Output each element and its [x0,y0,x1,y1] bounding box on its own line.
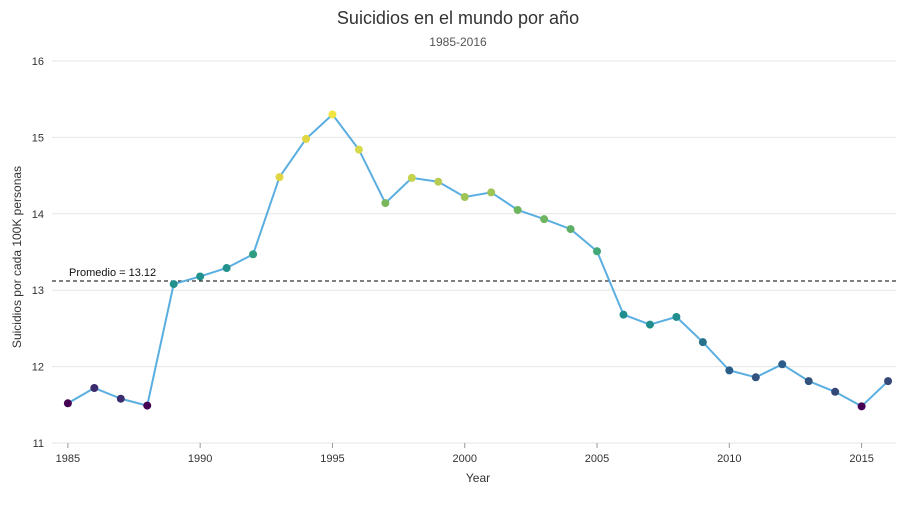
data-point[interactable] [275,173,284,182]
data-point[interactable] [513,205,522,214]
x-tick-label: 2015 [849,453,873,465]
chart-title: Suicidios en el mundo por año [337,8,579,28]
data-point[interactable] [884,377,893,386]
data-point[interactable] [593,247,602,256]
data-point[interactable] [804,377,813,386]
data-point[interactable] [831,387,840,396]
grid [52,60,896,444]
data-point[interactable] [354,145,363,154]
x-axis-ticks: 1985 1990 1995 2000 2005 2010 2015 [56,443,874,465]
x-tick-label: 1990 [188,453,212,465]
data-point[interactable] [566,225,575,234]
x-tick-label: 2010 [717,453,741,465]
y-tick-label: 14 [32,209,44,221]
average-label: Promedio = 13.12 [69,267,156,279]
data-point[interactable] [63,399,72,408]
data-point[interactable] [90,383,99,392]
y-tick-label: 11 [33,438,44,450]
data-point[interactable] [381,199,390,208]
data-point[interactable] [645,320,654,329]
y-tick-label: 16 [32,56,44,68]
data-point[interactable] [407,173,416,182]
data-point[interactable] [143,401,152,410]
y-tick-label: 15 [32,132,44,144]
data-point[interactable] [725,366,734,375]
x-tick-label: 1985 [56,453,80,465]
data-point[interactable] [540,215,549,224]
data-point[interactable] [619,310,628,319]
x-tick-label: 2005 [585,453,609,465]
data-point[interactable] [196,272,205,281]
data-point[interactable] [434,177,443,186]
data-point[interactable] [460,192,469,201]
chart-subtitle: 1985-2016 [429,35,487,49]
y-tick-label: 12 [32,362,44,374]
series-line [67,113,889,408]
data-point[interactable] [328,110,337,119]
x-axis-label: Year [466,471,490,485]
data-points [63,110,893,411]
x-tick-label: 1995 [320,453,344,465]
x-tick-label: 2000 [452,453,476,465]
data-point[interactable] [301,134,310,143]
data-point[interactable] [778,360,787,369]
data-point[interactable] [672,312,681,321]
data-point[interactable] [698,338,707,347]
data-point[interactable] [857,402,866,411]
data-point[interactable] [751,373,760,382]
data-point[interactable] [169,280,178,289]
data-point[interactable] [249,250,258,259]
y-axis-ticks: 11 12 13 14 15 16 [32,56,44,450]
y-axis-label: Suicidios por cada 100K personas [10,166,24,348]
data-point[interactable] [222,264,231,273]
data-point[interactable] [116,394,125,403]
data-point[interactable] [487,188,496,197]
y-tick-label: 13 [32,285,44,297]
